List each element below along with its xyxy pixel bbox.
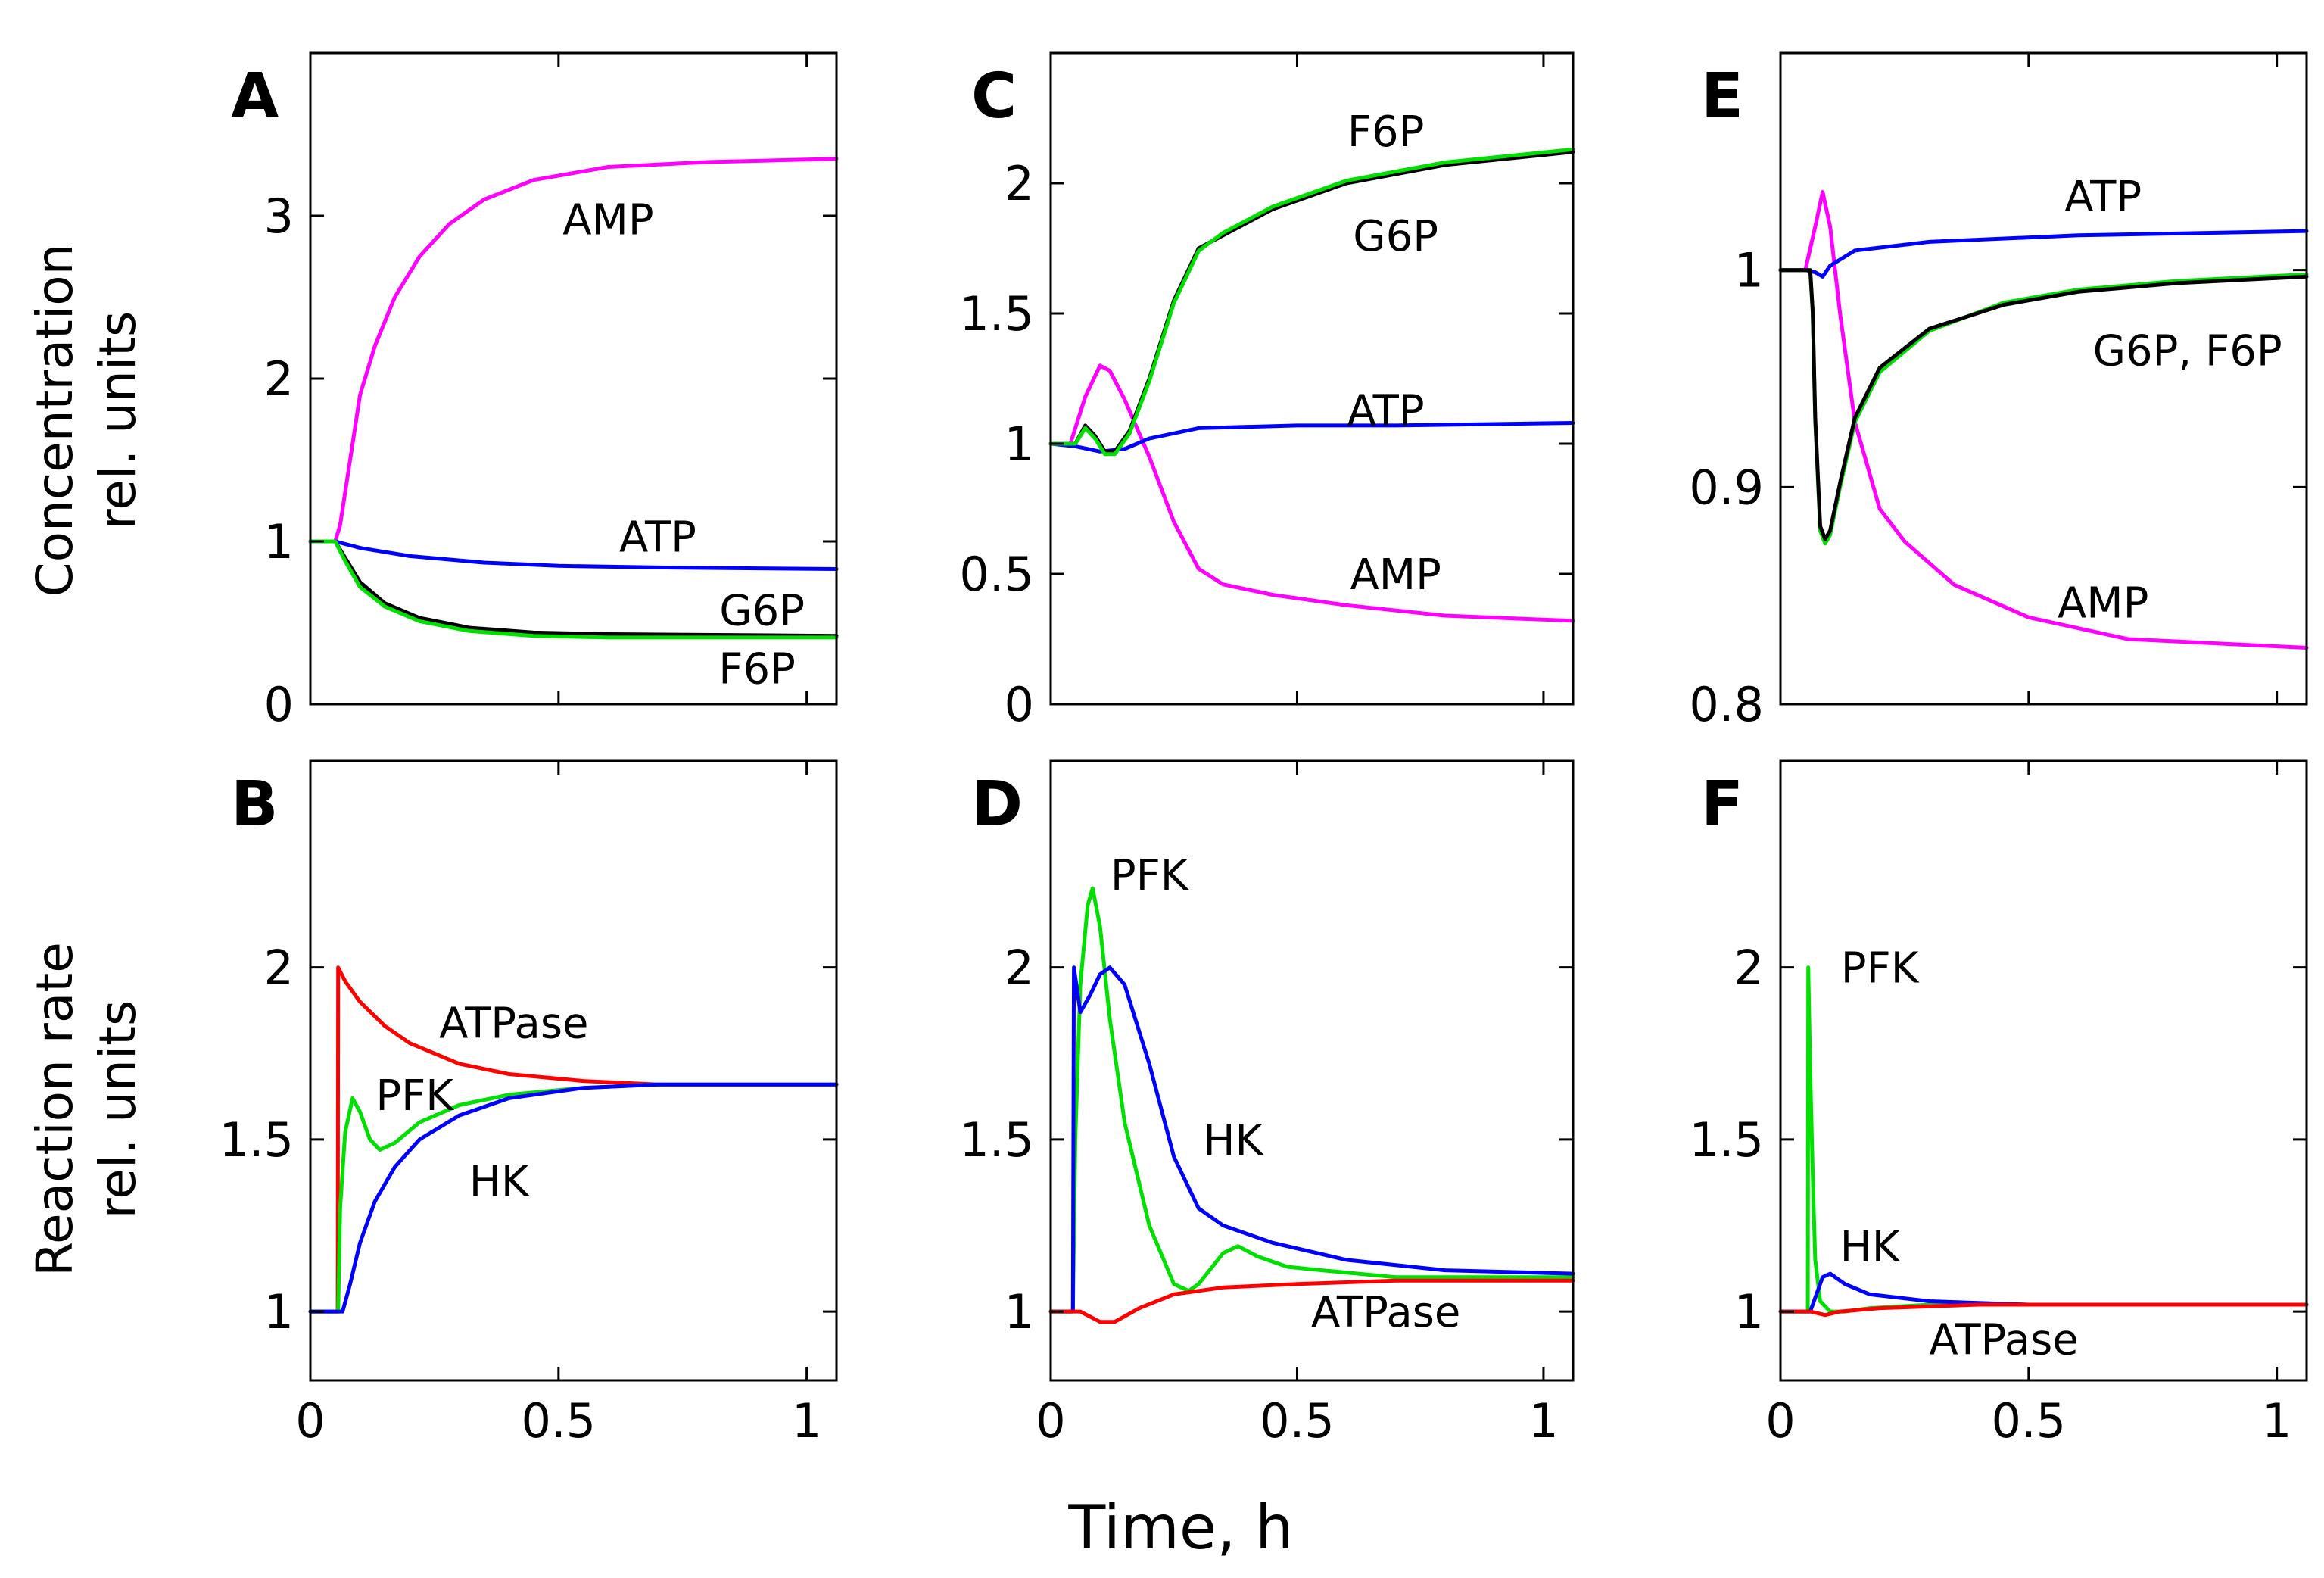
panel-d-xtick-label: 0 [1036, 1393, 1065, 1449]
panel-a-label-amp: AMP [562, 195, 653, 245]
panel-f-ytick-label: 1.5 [1689, 1112, 1764, 1168]
panel-c-ytick-label: 1.5 [959, 286, 1034, 341]
panel-a-letter: A [231, 61, 279, 133]
panel-e-ytick-label: 0.9 [1689, 460, 1764, 515]
panel-b-label-atpase: ATPase [439, 999, 588, 1048]
panel-b-ytick-label: 1.5 [219, 1112, 294, 1168]
panel-a-series-group [308, 157, 839, 640]
panel-c-label-atp: ATP [1347, 386, 1425, 435]
panel-c-ytick-label: 1 [1005, 416, 1034, 472]
panel-d-line-atpase [1048, 1278, 1575, 1324]
panel-f-line-atpase [1778, 1302, 2309, 1318]
panel-e-label-g6p-f6p: G6P, F6P [2093, 327, 2282, 376]
panel-e-line-amp [1778, 190, 2309, 650]
panel-a-label-atp: ATP [619, 513, 696, 563]
panel-f-label-pfk: PFK [1841, 944, 1920, 993]
panel-f-label-hk: HK [1840, 1223, 1901, 1272]
panel-c-letter: C [971, 61, 1017, 133]
panel-c-ytick-label: 0.5 [959, 547, 1034, 602]
panel-a-line-amp [308, 157, 839, 544]
panel-a-ytick-label: 0 [264, 677, 294, 732]
y-title-bottom: Reaction rate rel. units [26, 942, 147, 1277]
panel-f-xtick-label: 0 [1765, 1393, 1795, 1449]
panel-f-ytick-label: 2 [1734, 940, 1764, 996]
panel-c-label-g6p: G6P [1353, 212, 1438, 261]
panel-a-line-f6p [308, 539, 839, 640]
panel-c-label-amp: AMP [1350, 550, 1441, 600]
panel-b-ytick-label: 1 [264, 1284, 294, 1339]
panel-e-letter: E [1701, 61, 1743, 133]
panel-d-ytick-label: 1.5 [959, 1112, 1034, 1168]
panel-e-frame [1779, 51, 2308, 706]
panel-b-series-group [308, 965, 839, 1314]
panel-a-ytick-label: 2 [264, 351, 294, 407]
panel-d-ytick-label: 2 [1005, 940, 1034, 996]
panel-d-frame [1049, 759, 1575, 1382]
panel-c-line-atp [1048, 421, 1575, 454]
panel-e-label-amp: AMP [2058, 578, 2148, 628]
y-title-top: Concentration rel. units [26, 244, 147, 597]
panel-a-ytick-label: 3 [264, 189, 294, 244]
panel-f-ytick-label: 1 [1734, 1284, 1764, 1339]
panel-b-xtick-label: 1 [792, 1393, 821, 1449]
panel-c-ytick-label: 0 [1005, 677, 1034, 732]
panel-d-label-hk: HK [1203, 1116, 1263, 1165]
panel-b-label-hk: HK [469, 1157, 530, 1206]
panel-c-series-group [1048, 147, 1575, 623]
panel-b-xtick-label: 0 [295, 1393, 325, 1449]
panel-b-letter: B [231, 769, 279, 840]
panel-e-line-atp [1778, 229, 2309, 279]
panel-c: 0 0.5 1 1.5 2 C F6P G6P ATP AMP [959, 51, 1575, 732]
panel-c-label-f6p: F6P [1347, 108, 1425, 157]
panel-f-label-atpase: ATPase [1929, 1315, 2078, 1364]
panel-b-line-hk [308, 1082, 839, 1314]
panel-d-line-hk [1048, 965, 1575, 1314]
panel-f-xtick-label: 1 [2262, 1393, 2291, 1449]
panel-a-label-f6p: F6P [718, 645, 796, 694]
panel-d-label-atpase: ATPase [1311, 1288, 1460, 1337]
y-title-bottom-line2: rel. units [89, 1000, 147, 1219]
y-title-top-line1: Concentration [26, 244, 84, 597]
panel-d-xtick-label: 0.5 [1260, 1393, 1335, 1449]
panel-b: 0 0.5 1 1 1.5 2 B ATPase PFK HK [219, 759, 839, 1449]
panel-d-series-group [1048, 886, 1575, 1324]
panel-e-series-group [1778, 190, 2309, 650]
y-title-bottom-line1: Reaction rate [26, 942, 84, 1277]
panel-f-series-group [1778, 965, 2309, 1318]
panel-b-frame [309, 759, 838, 1382]
panel-a-ytick-label: 1 [264, 514, 294, 569]
panel-c-line-f6p [1048, 147, 1575, 457]
panel-e-line-g6p [1778, 268, 2309, 541]
panel-c-ytick-label: 2 [1005, 156, 1034, 211]
panel-a: 0 1 2 3 A AMP ATP G6P F6P [231, 51, 839, 732]
panel-b-ytick-label: 2 [264, 940, 294, 996]
panel-f-xtick-label: 0.5 [1992, 1393, 2067, 1449]
panel-e-ytick-label: 0.8 [1689, 677, 1764, 732]
panel-b-label-pfk: PFK [375, 1071, 454, 1121]
panel-d-xtick-label: 1 [1528, 1393, 1558, 1449]
panel-d-ytick-label: 1 [1005, 1284, 1034, 1339]
panel-d-line-pfk [1048, 886, 1575, 1314]
panel-b-line-atpase [308, 965, 839, 1314]
panel-e-label-atp: ATP [2064, 173, 2142, 222]
panel-d-label-pfk: PFK [1111, 851, 1189, 900]
panel-a-line-atp [308, 539, 839, 571]
panel-d: 0 0.5 1 1 1.5 2 D PFK HK ATPase [959, 759, 1575, 1449]
panel-f: 0 0.5 1 1 1.5 2 F PFK HK ATPase [1689, 759, 2309, 1449]
panel-e: 0.8 0.9 1 E ATP G6P, F6P AMP [1689, 51, 2309, 732]
panel-e-ytick-label: 1 [1734, 243, 1764, 298]
panel-f-frame [1779, 759, 2308, 1382]
panel-a-label-g6p: G6P [719, 586, 805, 635]
y-title-top-line2: rel. units [89, 311, 147, 530]
panel-d-letter: D [971, 769, 1023, 840]
panel-f-letter: F [1701, 769, 1743, 840]
panel-c-line-amp [1048, 363, 1575, 623]
x-axis-title: Time, h [1067, 1492, 1293, 1563]
panel-c-frame [1049, 51, 1575, 706]
panel-b-xtick-label: 0.5 [522, 1393, 597, 1449]
